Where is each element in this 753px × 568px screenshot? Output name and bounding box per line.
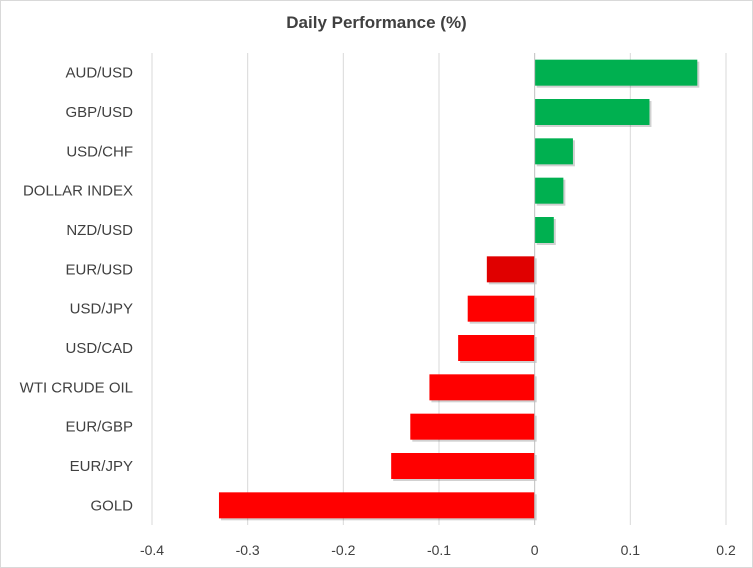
category-label: USD/CHF (66, 143, 133, 160)
bar-usd-cad (458, 335, 535, 361)
bar-gold (218, 492, 535, 519)
category-label: WTI CRUDE OIL (20, 379, 133, 396)
x-tick-label: -0.2 (331, 542, 355, 558)
bar-aud-usd (534, 59, 698, 86)
bar-eur-jpy (391, 453, 535, 479)
bars (218, 59, 700, 521)
x-tick-label: -0.4 (140, 542, 164, 558)
category-label: NZD/USD (66, 222, 133, 239)
x-tick-label: 0.1 (621, 542, 641, 558)
x-tick-label: -0.3 (236, 542, 260, 558)
x-tick-label: 0.2 (716, 542, 736, 558)
x-tick-label: 0 (531, 542, 539, 558)
bar-gbp-usd (534, 99, 650, 125)
bar-usd-jpy (467, 295, 535, 322)
category-label: DOLLAR INDEX (23, 183, 133, 200)
chart-title: Daily Performance (%) (286, 13, 467, 32)
category-label: EUR/JPY (70, 458, 133, 475)
category-label: AUD/USD (65, 65, 133, 82)
x-axis-tick-labels: -0.4 -0.3 -0.2 -0.1 0 0.1 0.2 (140, 542, 736, 558)
bar-usd-chf (534, 138, 573, 165)
category-label: USD/JPY (70, 301, 133, 318)
bar-eur-usd (486, 256, 535, 283)
bar-wti-crude-oil (429, 374, 535, 401)
bar-eur-gbp (410, 413, 535, 440)
category-label: GBP/USD (65, 104, 133, 121)
x-tick-label: -0.1 (427, 542, 451, 558)
category-label: GOLD (90, 497, 133, 514)
category-label: EUR/GBP (65, 419, 133, 436)
category-label: USD/CAD (65, 340, 133, 357)
bar-dollar-index (534, 177, 564, 204)
gridlines (151, 53, 727, 525)
bar-nzd-usd (534, 217, 554, 243)
category-labels: AUD/USD GBP/USD USD/CHF DOLLAR INDEX NZD/USD… (20, 65, 134, 515)
category-label: EUR/USD (65, 261, 133, 278)
